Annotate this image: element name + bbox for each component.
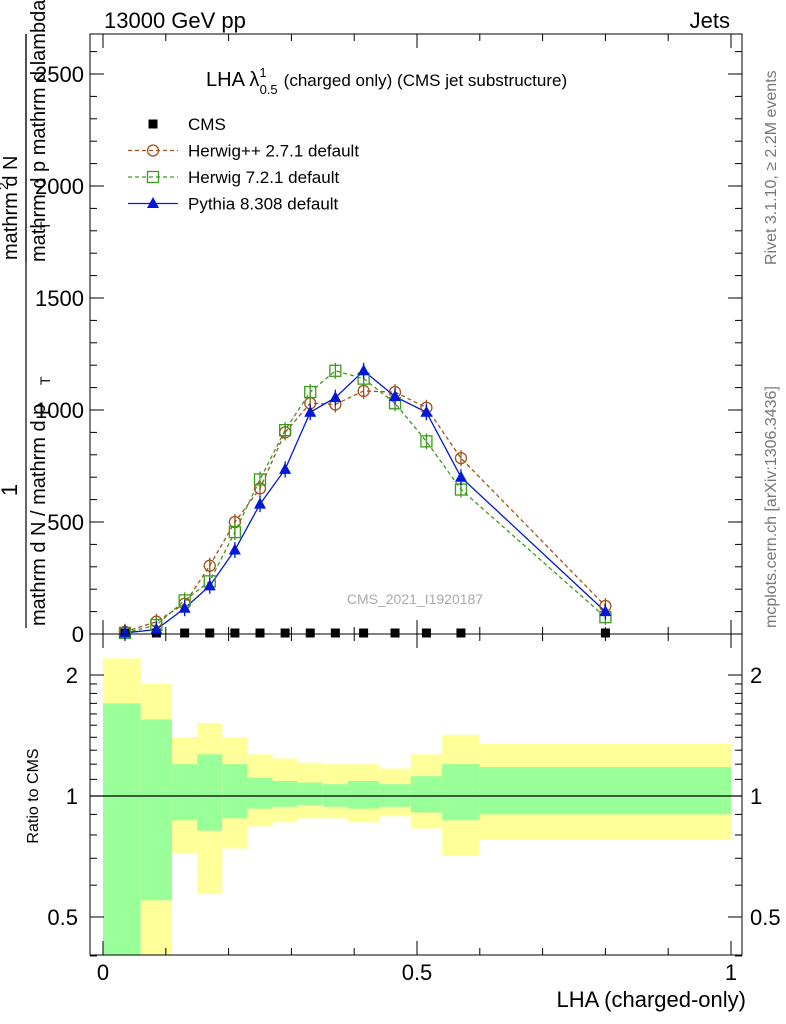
ratio-ytick-label-right: 0.5 (750, 905, 781, 930)
series-point-pythia (150, 623, 163, 635)
series-point-herwig7 (278, 424, 292, 437)
main-ytick-label: 2500 (35, 62, 84, 87)
analysis-watermark: CMS_2021_I1920187 (347, 591, 483, 607)
series-point-pythia (228, 543, 241, 555)
series-point-cms (230, 628, 240, 638)
series-point-pythia (357, 364, 370, 376)
series-point-cms (600, 628, 610, 638)
series-point-herwig7 (329, 364, 342, 377)
ratio-ytick-label-right: 1 (750, 784, 762, 809)
main-ylabel-right-numer: mathrm d N (0, 156, 22, 260)
main-ylabel-right-denom-sub: T (37, 221, 53, 230)
series-point-cms (390, 628, 400, 638)
legend-label-cms: CMS (188, 115, 226, 134)
ratio-inner-band-7 (297, 782, 323, 805)
ratio-inner-band-3 (197, 754, 223, 831)
series-point-cms (205, 628, 215, 638)
main-ytick-label: 500 (47, 510, 84, 535)
main-ytick-label: 1000 (35, 398, 84, 423)
main-ylabel-denom: mathrm d N / mathrm d p (28, 404, 50, 626)
series-point-cms (255, 628, 265, 638)
series-point-cms (305, 628, 315, 638)
ratio-plot-frame (89, 633, 743, 956)
ratio-inner-band-9 (347, 780, 380, 809)
series-point-pythia (599, 605, 612, 617)
header-energy-label: 13000 GeV pp (104, 8, 246, 33)
series-point-cms (330, 628, 340, 638)
series-point-pythia (178, 601, 191, 613)
series-point-cms (280, 628, 290, 638)
ratio-xtick-label: 0.5 (402, 960, 433, 985)
series-point-pythia (203, 579, 216, 591)
main-ylabel-denom-sub: T (37, 376, 53, 385)
chart-title: LHA λ1 0.5 (charged only) (CMS jet substru… (206, 65, 567, 97)
ratio-inner-band-6 (272, 780, 298, 807)
series-point-herwig7 (420, 435, 433, 448)
ratio-inner-band-5 (247, 777, 273, 809)
series-point-pythia (279, 462, 292, 474)
header-process-label: Jets (689, 8, 730, 33)
ratio-ylabel: Ratio to CMS (25, 748, 42, 843)
series-point-cms (359, 628, 369, 638)
series-point-pythia (389, 390, 402, 402)
ratio-xtick-label: 1 (725, 960, 737, 985)
series-point-cms (180, 628, 190, 638)
legend-marker-herwigpp (146, 144, 160, 157)
series-point-pythia (304, 405, 317, 417)
series-point-herwig7 (304, 385, 317, 399)
legend-marker-pythia (147, 197, 159, 208)
series-point-pythia (254, 497, 266, 509)
series-point-pythia (118, 626, 131, 638)
series-point-herwig7 (253, 473, 267, 486)
ratio-inner-band-0 (103, 703, 141, 955)
series-point-cms (421, 628, 431, 638)
ratio-inner-band-4 (222, 764, 248, 819)
ratio-xlabel: LHA (charged-only) (556, 987, 746, 1012)
main-ytick-label: 2000 (35, 174, 84, 199)
legend-label-pythia: Pythia 8.308 default (188, 195, 339, 214)
series-point-cms (456, 628, 466, 638)
main-ylabel-right-denom: mathrm d p mathrm d lambda (28, 0, 50, 262)
ratio-ytick-label: 2 (66, 663, 78, 688)
ratio-ytick-label-right: 2 (750, 663, 762, 688)
ratio-inner-band-2 (172, 764, 198, 821)
series-point-herwigpp (454, 452, 468, 465)
ratio-ytick-label: 0.5 (47, 905, 78, 930)
main-ylabel-numer: 1 (0, 484, 22, 496)
ratio-inner-band-13 (479, 767, 731, 815)
series-point-herwig7 (228, 525, 242, 539)
ratio-xtick-label: 0 (97, 960, 109, 985)
ratio-ytick-label: 1 (66, 784, 78, 809)
main-ytick-label: 1500 (35, 286, 84, 311)
main-ytick-label: 0 (72, 622, 84, 647)
legend-label-herwig7: Herwig 7.2.1 default (188, 168, 339, 187)
series-point-herwigpp (203, 559, 216, 572)
main-ylabel-right-numer-sup: 2 (0, 182, 11, 190)
ratio-inner-band-12 (442, 764, 480, 821)
series-point-pythia (454, 470, 467, 482)
legend-label-herwigpp: Herwig++ 2.7.1 default (188, 142, 359, 161)
series-point-pythia (420, 405, 433, 417)
legend-marker-cms (148, 119, 158, 129)
ratio-inner-band-1 (140, 719, 173, 901)
legend-marker-herwig7 (146, 170, 160, 184)
series-point-pythia (329, 391, 342, 403)
ratio-inner-band-11 (410, 776, 443, 813)
